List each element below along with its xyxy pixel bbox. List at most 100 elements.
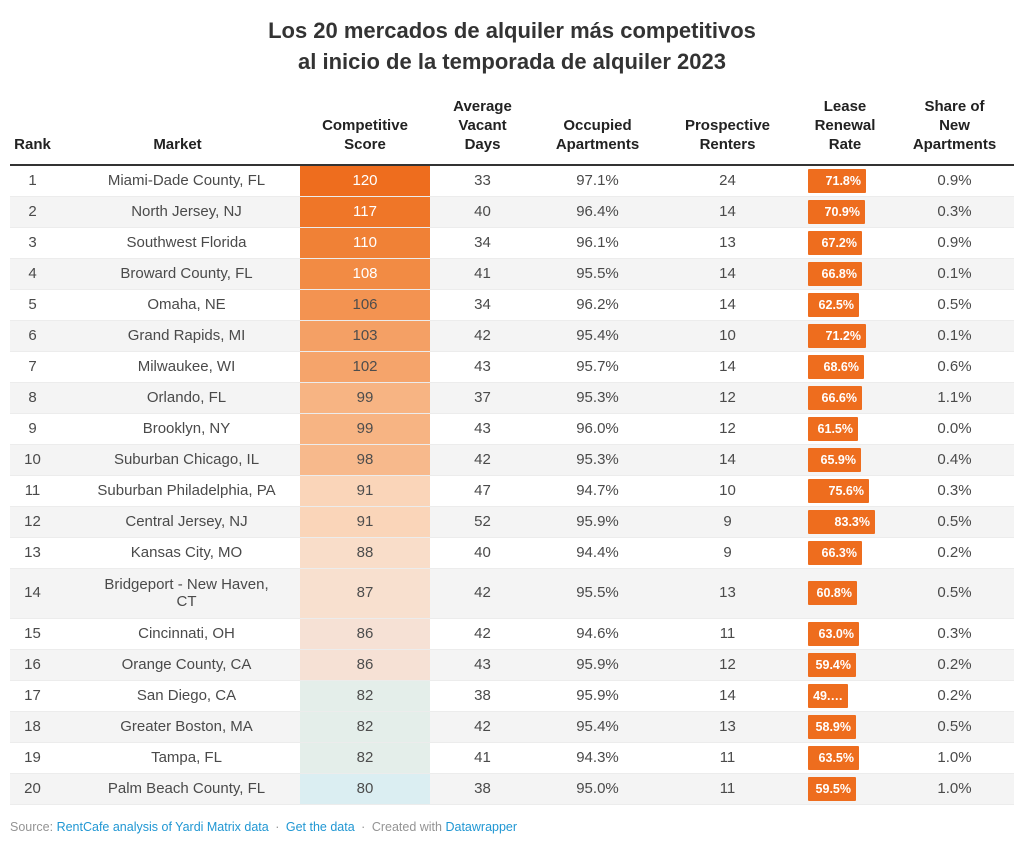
- competitive-score-cell: 106: [300, 289, 430, 320]
- market-cell: Palm Beach County, FL: [107, 779, 266, 797]
- lease-renewal-bar: 71.2%: [808, 323, 866, 348]
- prospective-renters-cell: 14: [719, 202, 736, 220]
- lease-renewal-bar: 49.…: [808, 683, 848, 708]
- prospective-renters-cell: 24: [719, 171, 736, 189]
- table-row: 16 Orange County, CA 86 43 95.9% 12 59.4% 0.2%: [10, 649, 1014, 681]
- chart-title-line1: Los 20 mercados de alquiler más competit…: [268, 18, 756, 43]
- lease-renewal-cell: 70.9%: [795, 199, 895, 224]
- occupied-apartments-cell: 94.3%: [576, 748, 619, 766]
- competitive-score-cell: 110: [300, 227, 430, 258]
- lease-renewal-bar: 75.6%: [808, 478, 869, 503]
- occupied-apartments-cell: 96.4%: [576, 202, 619, 220]
- vacant-days-cell: 33: [474, 171, 491, 189]
- lease-renewal-bar: 58.9%: [808, 714, 856, 739]
- vacant-days-cell: 42: [474, 584, 491, 602]
- lease-renewal-bar: 60.8%: [808, 581, 857, 606]
- vacant-days-cell: 43: [474, 419, 491, 437]
- lease-renewal-bar: 59.4%: [808, 652, 856, 677]
- source-line: Source: RentCafe analysis of Yardi Matri…: [10, 820, 1014, 834]
- vacant-days-cell: 38: [474, 779, 491, 797]
- table-row: 1 Miami-Dade County, FL 120 33 97.1% 24 71.8% 0…: [10, 165, 1014, 197]
- occupied-apartments-cell: 96.2%: [576, 295, 619, 313]
- occupied-apartments-cell: 95.5%: [576, 584, 619, 602]
- prospective-renters-cell: 12: [719, 655, 736, 673]
- occupied-apartments-cell: 95.9%: [576, 512, 619, 530]
- occupied-apartments-cell: 94.4%: [576, 543, 619, 561]
- share-new-apartments-cell: 0.3%: [937, 624, 972, 642]
- share-new-apartments-cell: 0.1%: [937, 326, 972, 344]
- competitive-score-cell: 108: [300, 258, 430, 289]
- occupied-apartments-cell: 96.1%: [576, 233, 619, 251]
- competitive-score-cell: 98: [300, 444, 430, 475]
- share-new-apartments-cell: 0.3%: [937, 202, 972, 220]
- competitive-score-cell: 82: [300, 680, 430, 711]
- table-row: 4 Broward County, FL 108 41 95.5% 14 66.8% 0.1%: [10, 258, 1014, 290]
- lease-renewal-bar: 63.5%: [808, 745, 859, 770]
- occupied-apartments-cell: 95.9%: [576, 655, 619, 673]
- competitive-score-cell: 99: [300, 382, 430, 413]
- market-cell: Kansas City, MO: [130, 543, 243, 561]
- lease-renewal-cell: 83.3%: [795, 509, 895, 534]
- share-new-apartments-cell: 1.1%: [937, 388, 972, 406]
- chart-title-line2: al inicio de la temporada de alquiler 20…: [298, 48, 726, 74]
- market-cell: Greater Boston, MA: [120, 717, 253, 735]
- share-new-apartments-cell: 0.9%: [937, 233, 972, 251]
- market-cell: Bridgeport - New Haven, CT: [104, 575, 269, 611]
- market-cell: Central Jersey, NJ: [125, 512, 248, 530]
- vacant-days-cell: 37: [474, 388, 491, 406]
- market-cell: Orange County, CA: [121, 655, 252, 673]
- share-new-apartments-cell: 0.5%: [937, 717, 972, 735]
- share-new-apartments-cell: 0.2%: [937, 543, 972, 561]
- created-with-label: Created with: [371, 819, 442, 834]
- footer-separator: ·: [361, 819, 366, 834]
- market-cell: San Diego, CA: [136, 686, 237, 704]
- competitive-score-cell: 88: [300, 537, 430, 568]
- prospective-renters-cell: 14: [719, 295, 736, 313]
- vacant-days-cell: 41: [474, 748, 491, 766]
- table-row: 14 Bridgeport - New Haven, CT 87 42 95.5% 13 6…: [10, 568, 1014, 619]
- share-new-apartments-cell: 0.3%: [937, 481, 972, 499]
- chart-container: Los 20 mercados de alquiler más competit…: [0, 16, 1024, 834]
- source-link[interactable]: RentCafe analysis of Yardi Matrix data: [56, 819, 269, 834]
- rank-cell: 19: [24, 748, 41, 766]
- competitive-score-cell: 87: [300, 568, 430, 618]
- table-row: 9 Brooklyn, NY 99 43 96.0% 12 61.5% 0.0%: [10, 413, 1014, 445]
- lease-renewal-cell: 49.…: [795, 683, 895, 708]
- lease-renewal-bar: 67.2%: [808, 230, 862, 255]
- occupied-apartments-cell: 95.7%: [576, 357, 619, 375]
- lease-renewal-bar: 59.5%: [808, 776, 856, 801]
- share-new-apartments-cell: 0.4%: [937, 450, 972, 468]
- rank-cell: 2: [28, 202, 37, 220]
- table-row: 10 Suburban Chicago, IL 98 42 95.3% 14 65.9% 0.…: [10, 444, 1014, 476]
- table-row: 20 Palm Beach County, FL 80 38 95.0% 11 59.5% 1…: [10, 773, 1014, 805]
- lease-renewal-cell: 75.6%: [795, 478, 895, 503]
- lease-renewal-bar: 83.3%: [808, 509, 875, 534]
- market-cell: Suburban Chicago, IL: [113, 450, 260, 468]
- datawrapper-link[interactable]: Datawrapper: [445, 819, 518, 834]
- lease-renewal-bar: 62.5%: [808, 292, 859, 317]
- market-cell: Omaha, NE: [147, 295, 226, 313]
- share-new-apartments-cell: 1.0%: [937, 779, 972, 797]
- column-header-market: Market: [153, 135, 202, 153]
- rank-cell: 14: [24, 584, 41, 602]
- column-header-share-new: Share of New Apartments: [912, 98, 997, 153]
- footer-separator: ·: [275, 819, 280, 834]
- share-new-apartments-cell: 0.9%: [937, 171, 972, 189]
- occupied-apartments-cell: 97.1%: [576, 171, 619, 189]
- lease-renewal-cell: 63.5%: [795, 745, 895, 770]
- lease-renewal-bar: 66.8%: [808, 261, 862, 286]
- table-row: 6 Grand Rapids, MI 103 42 95.4% 10 71.2% 0.1%: [10, 320, 1014, 352]
- vacant-days-cell: 52: [474, 512, 491, 530]
- column-header-competitive-score: Competitive Score: [322, 117, 408, 153]
- table-row: 13 Kansas City, MO 88 40 94.4% 9 66.3% 0.2%: [10, 537, 1014, 569]
- rank-cell: 6: [28, 326, 37, 344]
- market-cell: Cincinnati, OH: [138, 624, 235, 642]
- column-header-vacant-days: Average Vacant Days: [453, 98, 512, 153]
- get-data-link[interactable]: Get the data: [285, 819, 355, 834]
- occupied-apartments-cell: 95.5%: [576, 264, 619, 282]
- table-row: 2 North Jersey, NJ 117 40 96.4% 14 70.9% 0.3%: [10, 196, 1014, 228]
- market-cell: Tampa, FL: [151, 748, 222, 766]
- lease-renewal-cell: 60.8%: [795, 581, 895, 606]
- market-cell: Suburban Philadelphia, PA: [97, 481, 276, 499]
- share-new-apartments-cell: 0.0%: [937, 419, 972, 437]
